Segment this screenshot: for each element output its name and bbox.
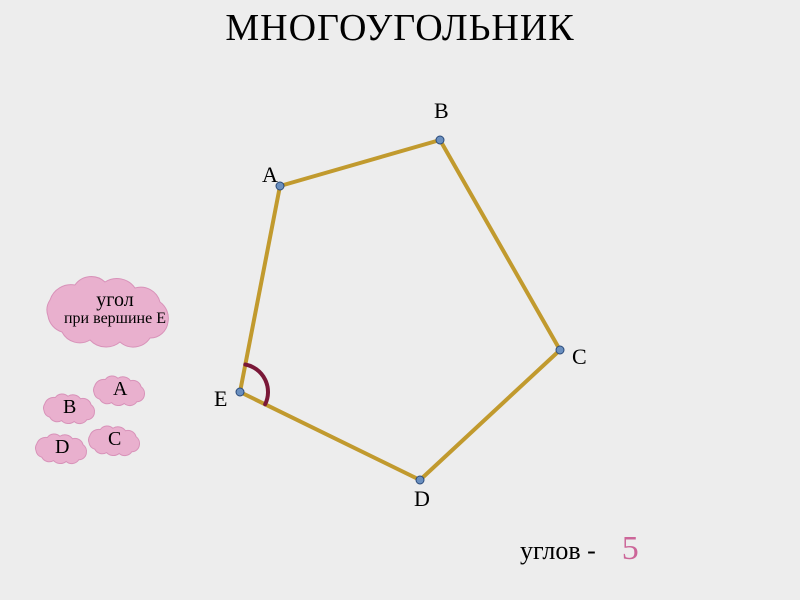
cloud-letter-A: A: [113, 378, 127, 401]
page-title: МНОГОУГОЛЬНИК: [0, 6, 800, 50]
vertex-label-E: E: [214, 386, 227, 412]
cloud-letter-B: B: [63, 396, 76, 419]
vertex-E: [236, 388, 244, 396]
vertex-label-C: C: [572, 344, 587, 370]
vertex-C: [556, 346, 564, 354]
vertex-label-B: B: [434, 98, 449, 124]
cloud-main-text: угол при вершине E: [45, 290, 185, 328]
cloud-letter-C: C: [108, 428, 121, 451]
vertex-label-A: A: [262, 162, 278, 188]
cloud-main-line1: угол: [45, 290, 185, 311]
vertex-B: [436, 136, 444, 144]
cloud-main-line2: при вершине E: [45, 311, 185, 328]
angles-caption-count: 5: [622, 530, 639, 567]
angles-caption: углов - 5: [520, 530, 639, 568]
cloud-letter-D: D: [55, 436, 69, 459]
angles-caption-prefix: углов -: [520, 536, 596, 565]
vertex-D: [416, 476, 424, 484]
stage: МНОГОУГОЛЬНИК углов - 5 угол при вершине…: [0, 0, 800, 600]
vertex-label-D: D: [414, 486, 430, 512]
